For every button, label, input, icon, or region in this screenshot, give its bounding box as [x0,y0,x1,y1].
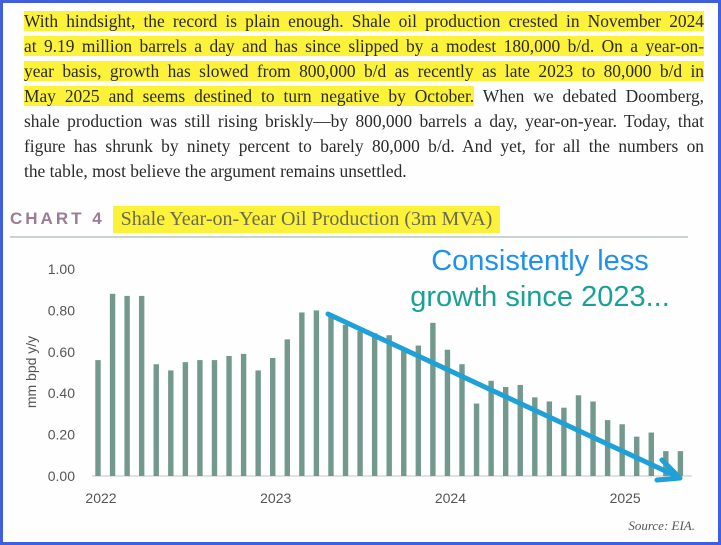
divider [10,236,688,238]
bar-2024-04 [488,380,494,476]
bar-2024-12 [604,420,611,476]
bar-2023-06 [342,324,349,476]
chart-number: CHART 4 [10,209,105,228]
text-segment: figure has shrunk by ninety percent to b… [24,136,704,156]
trend-down-arrow-icon [325,311,683,483]
bar-2023-10 [401,347,407,476]
bar-2022-09 [211,360,218,476]
bar-2022-04 [138,295,145,476]
bar-2025-03 [648,432,654,476]
bar-2022-01 [95,360,101,476]
bar-2022-05 [153,364,159,476]
highlighted-text: May 2025 and seems destined to turn nega… [24,86,475,106]
bar-2022-10 [226,355,232,476]
bar-2023-04 [313,310,320,476]
bar-2023-03 [299,312,305,476]
bar-2022-06 [168,370,174,476]
bar-2024-07 [532,397,538,476]
x-tick-label: 2025 [610,490,641,506]
article-paragraph: With hindsight, the record is plain enou… [24,9,704,184]
chart-title: Shale Year-on-Year Oil Production (3m MV… [112,205,501,233]
bar-2024-01 [444,349,451,476]
y-tick-label: 0.20 [48,427,75,443]
annotation-line-2: growth since 2023... [410,281,670,313]
annotation-line-1: Consistently less [431,245,649,277]
bar-2025-05 [677,451,684,476]
bar-2022-08 [197,360,203,476]
y-tick-label: 1.00 [48,261,75,277]
text-segment: shale production was still rising briskl… [24,111,704,131]
bar-2023-02 [284,339,290,476]
bar-2022-02 [109,293,116,476]
bar-2024-02 [459,364,465,476]
bar-2023-12 [430,322,436,476]
paragraph-line: shale production was still rising briskl… [24,109,704,134]
paragraph-line: May 2025 and seems destined to turn nega… [24,84,704,109]
highlighted-text: at 9.19 million barrels a day and has si… [24,36,704,56]
bar-2022-12 [255,370,261,476]
bar-2023-08 [371,333,378,476]
x-tick-label: 2024 [435,490,466,506]
bar-2023-11 [415,345,422,476]
source-note: Source: EIA. [628,518,695,533]
bar-2024-10 [575,395,582,476]
bar-2023-07 [357,331,363,476]
bar-2024-03 [473,403,480,476]
text-segment: the table, most believe the argument rem… [24,161,407,181]
y-tick-label: 0.00 [48,468,75,484]
y-tick-label: 0.40 [48,385,75,401]
y-tick-label: 0.60 [48,344,75,360]
bar-2024-05 [502,386,509,476]
bar-2024-09 [561,407,567,476]
x-tick-label: 2023 [260,490,291,506]
paragraph-line: the table, most believe the argument rem… [24,159,704,184]
paragraph-line: With hindsight, the record is plain enou… [24,9,704,34]
bar-2024-08 [546,401,553,476]
bar-2022-03 [124,295,130,476]
paragraph-line: figure has shrunk by ninety percent to b… [24,134,704,159]
chart-header: CHART 4 Shale Year-on-Year Oil Productio… [10,204,501,234]
text-segment: When we debated Doomberg, [474,86,704,106]
y-tick-label: 0.80 [48,302,75,318]
highlighted-text: With hindsight, the record is plain enou… [24,11,704,31]
bar-2024-06 [517,384,523,476]
paragraph-line: year basis, growth has slowed from 800,0… [24,59,704,84]
bar-2023-09 [386,335,392,476]
highlighted-text: year basis, growth has slowed from 800,0… [24,61,704,81]
bar-2023-01 [270,358,276,476]
paragraph-line: at 9.19 million barrels a day and has si… [24,34,704,59]
bar-2023-05 [328,316,334,476]
x-tick-label: 2022 [85,490,116,506]
bar-2022-07 [182,362,189,476]
y-axis-label: mm bpd y/y [23,336,39,408]
bar-2022-11 [240,353,247,476]
